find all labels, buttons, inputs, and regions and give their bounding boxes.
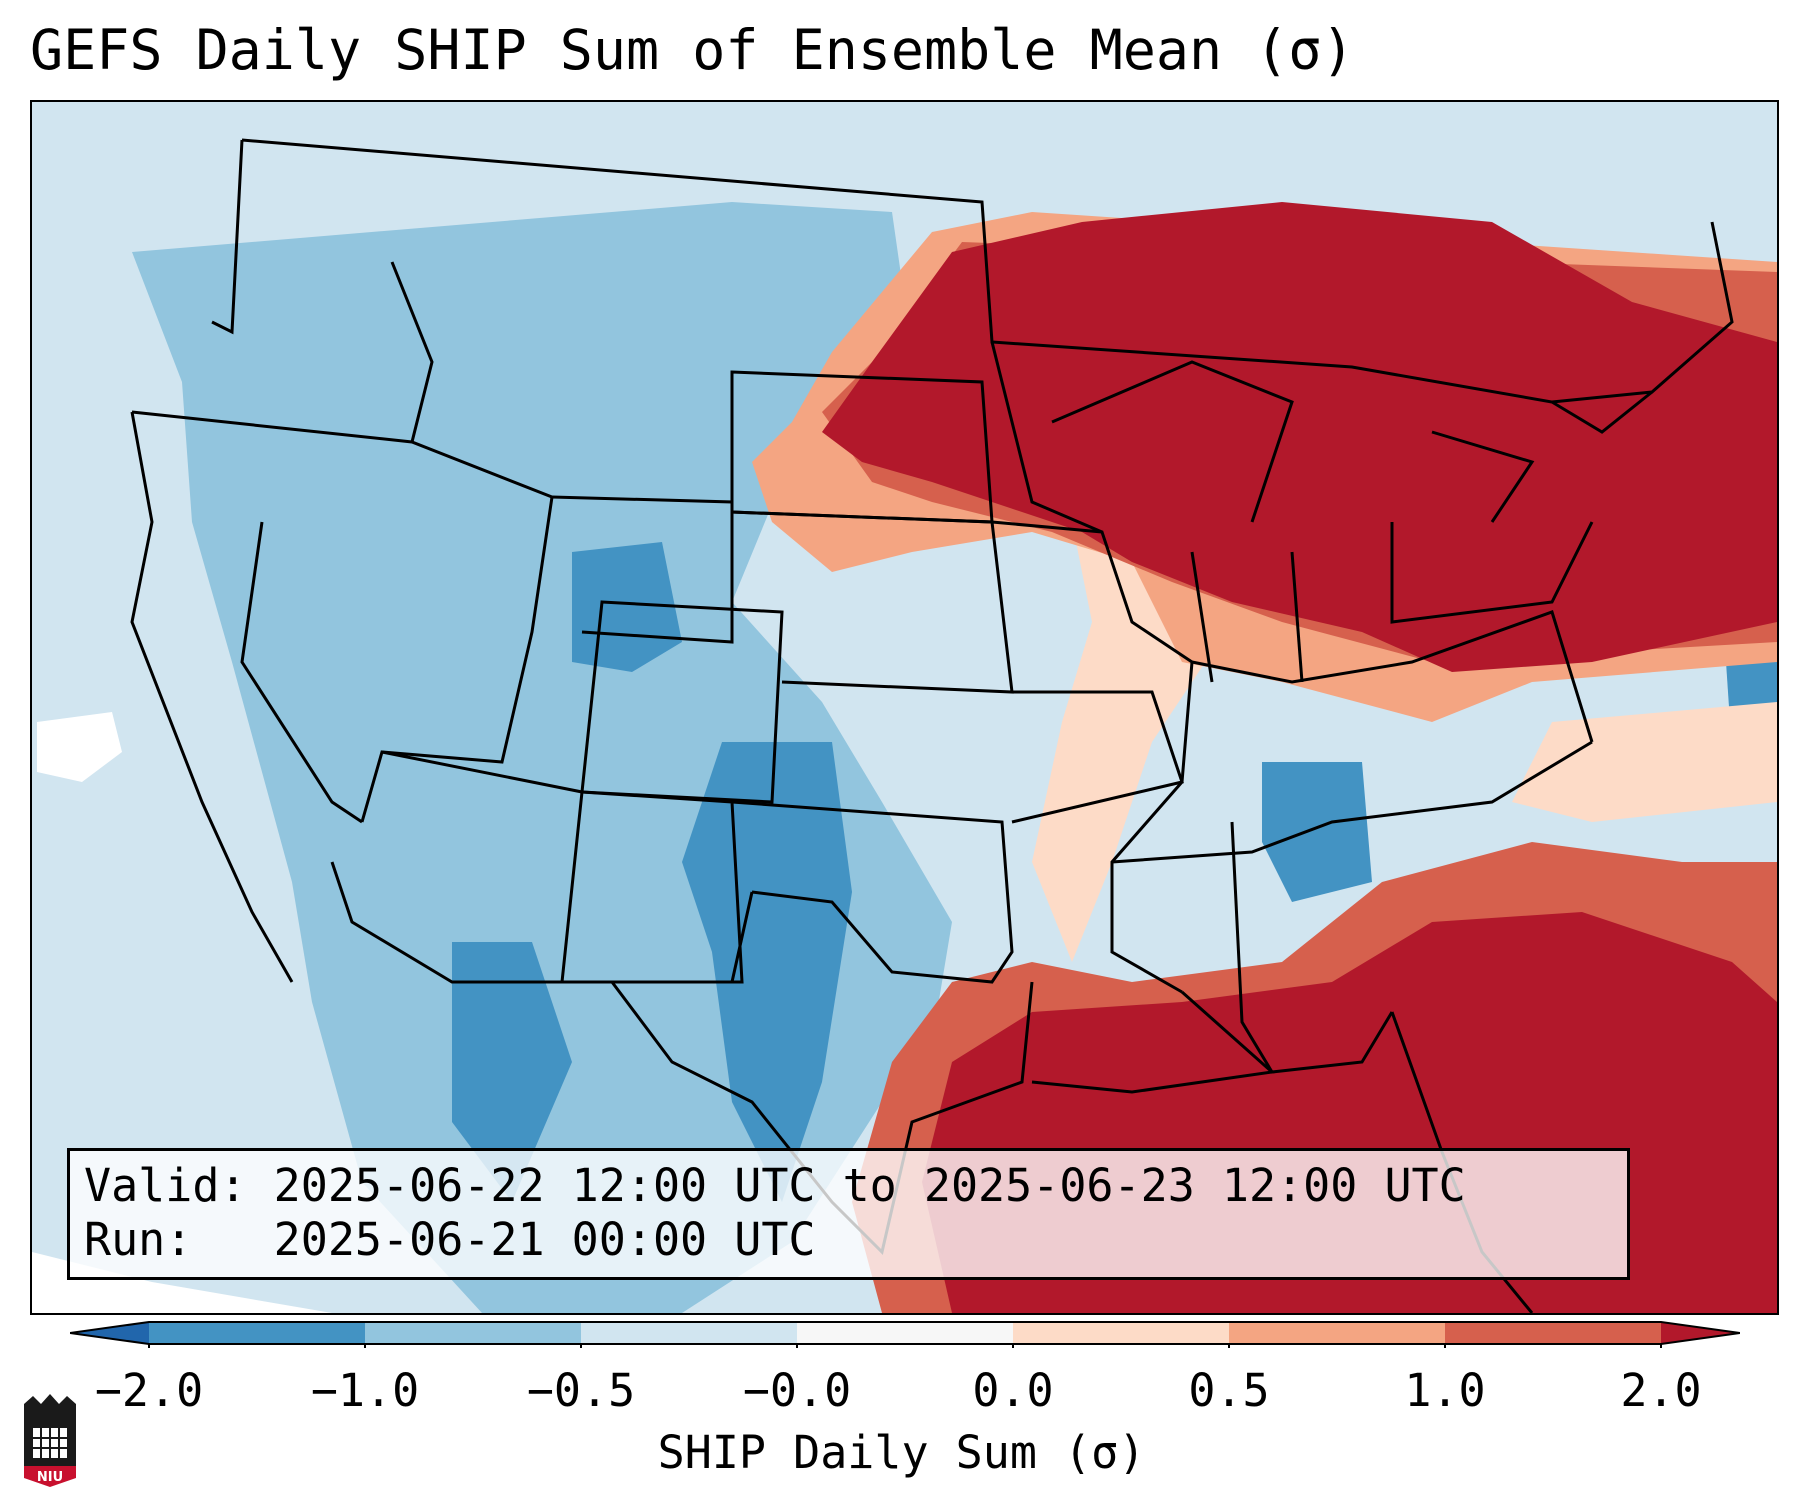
colorbar-bin	[797, 1322, 1014, 1344]
lake-erie-ontario-outline	[1431, 430, 1535, 523]
mississippi-river	[991, 520, 1194, 994]
idaho-border	[390, 261, 434, 443]
nevada-utah-border	[360, 496, 554, 823]
gulf-coast	[1031, 990, 1276, 1094]
run-label: Run:	[84, 1213, 193, 1266]
run-value: 2025-06-21 00:00 UTC	[273, 1213, 816, 1266]
valid-value: 2025-06-22 12:00 UTC to 2025-06-23 12:00…	[273, 1159, 1466, 1212]
texas-dark-blue	[682, 742, 852, 1202]
map-panel	[30, 100, 1779, 1315]
oklahoma-border	[731, 800, 1014, 984]
colorbar-bin	[1229, 1322, 1446, 1344]
tick-label-neg1: −1.0	[310, 1364, 420, 1417]
colorbar-extend-min	[70, 1322, 149, 1344]
tick-label-neg2: −2.0	[94, 1364, 204, 1417]
ship-field-map	[32, 102, 1777, 1313]
georgia-dark-blue	[1262, 762, 1372, 902]
arizona-border	[330, 750, 584, 984]
colorbar-bin	[365, 1322, 582, 1344]
tick-label-0: 0.0	[972, 1364, 1054, 1417]
niu-logo: NIU	[24, 1394, 76, 1487]
near-zero-patch	[37, 712, 122, 782]
pacific-coastline	[130, 411, 294, 983]
colorbar-extend-max	[1661, 1322, 1740, 1344]
minnesota-border	[990, 341, 1103, 534]
mexico-dark-blue	[452, 942, 572, 1202]
upper-midwest-northeast-field	[822, 202, 1777, 672]
southern-edge-blank	[32, 1252, 332, 1313]
colorbar	[70, 1321, 1740, 1348]
logo-text: NIU	[37, 1470, 63, 1485]
pennsylvania-border	[1390, 521, 1594, 624]
southeast-borders	[1111, 740, 1593, 864]
new-england-coast	[1551, 221, 1734, 404]
wyoming-border	[551, 495, 734, 644]
colorbar-bin	[1445, 1322, 1662, 1344]
tick-label-05: 0.5	[1188, 1364, 1270, 1417]
state-boundaries	[130, 138, 1734, 1313]
valid-label: Valid:	[84, 1159, 247, 1212]
ohio-valley-borders	[1191, 610, 1594, 743]
great-lakes-outline	[1051, 360, 1294, 523]
colorbar-bin	[149, 1322, 366, 1344]
tick-label-1: 1.0	[1404, 1364, 1486, 1417]
colorbar-bin	[581, 1322, 798, 1344]
colorbar-label: SHIP Daily Sum (σ)	[657, 1426, 1146, 1479]
us-canada-border	[241, 138, 1653, 434]
tick-label-neg0: −0.0	[742, 1364, 852, 1417]
atlantic-fringe	[1512, 702, 1777, 822]
washington-border	[211, 139, 244, 335]
illinois-indiana-border	[1190, 551, 1214, 683]
indiana-ohio-border	[1290, 551, 1304, 683]
tick-label-2: 2.0	[1620, 1364, 1702, 1417]
run-info-box: Valid: 2025-06-22 12:00 UTC to 2025-06-2…	[67, 1148, 1630, 1280]
map-title: GEFS Daily SHIP Sum of Ensemble Mean (σ)	[30, 18, 1355, 82]
colorbar-bin	[1013, 1322, 1230, 1344]
tick-label-neg05: −0.5	[526, 1364, 636, 1417]
colorado-border	[580, 600, 784, 804]
nebraska-kansas-border	[731, 510, 1014, 694]
california-nevada-border	[240, 521, 363, 824]
missouri-arkansas-border	[1011, 690, 1184, 824]
